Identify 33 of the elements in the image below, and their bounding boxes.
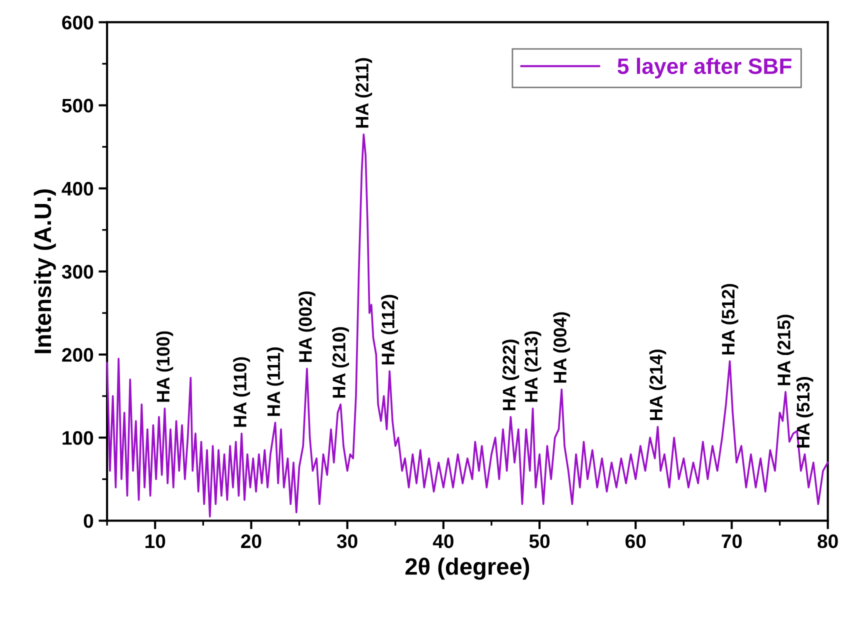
x-tick-label: 60 [626,534,646,548]
annotation: HA (112) [381,294,398,364]
x-tick-label: 70 [722,534,742,548]
annotation: HA (110) [233,357,250,427]
x-tick-label: 30 [336,534,358,548]
line-series [106,133,829,518]
annotation: HA (004) [553,312,570,383]
annotation: HA (002) [298,291,316,362]
annotation: HA (213) [524,331,542,402]
x-tick-label: 10 [146,534,166,548]
y-tick-label: 100 [62,431,94,445]
x-tick-label: 40 [432,534,454,548]
x-tick-label: 50 [529,534,550,548]
annotation: HA (210) [332,327,350,398]
y-tick-label: 400 [62,182,94,196]
x-tick-label: 20 [241,534,262,548]
annotation: HA (222) [502,340,520,410]
y-axis-title: Intensity (A.U.) [34,189,56,354]
annotation: HA (513) [796,377,814,448]
annotation: HA (512) [721,284,738,354]
annotation: HA (111) [266,347,284,416]
x-axis-title: 2θ (degree) [405,558,530,580]
annotation: HA (100) [156,331,174,402]
annotation: HA (214) [649,350,666,420]
y-tick-label: 600 [62,16,94,30]
y-tick-label: 200 [62,348,94,362]
annotation: HA (211) [355,58,372,128]
x-tick-label: 80 [818,534,838,548]
y-tick-label: 500 [62,98,94,113]
annotation: HA (215) [777,314,794,386]
legend-label: 5 layer after SBF [618,58,792,78]
y-tick-label: 300 [62,264,94,279]
y-tick-label: 0 [84,514,94,528]
